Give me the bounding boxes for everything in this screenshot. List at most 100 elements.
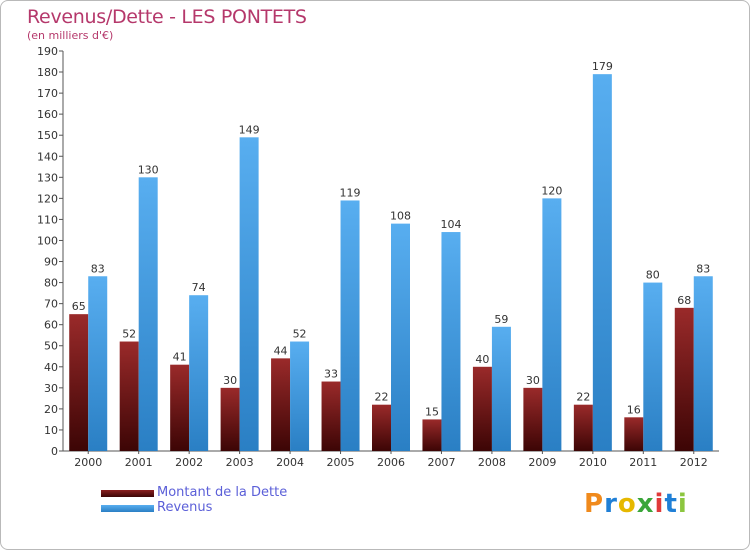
data-label-dette: 33 [324,368,338,381]
x-tick-label: 2009 [528,456,556,469]
chart-subtitle: (en milliers d'€) [27,29,114,42]
data-label-revenus: 130 [138,163,159,176]
x-tick-label: 2011 [629,456,657,469]
data-label-dette: 30 [223,374,237,387]
bar-revenus [340,200,360,451]
bar-revenus [542,198,562,451]
chart-bars [69,74,713,451]
data-label-revenus: 104 [440,218,461,231]
legend-swatch-dette [101,490,154,497]
y-tick-label: 120 [37,192,58,205]
data-label-dette: 40 [475,353,489,366]
data-label-dette: 30 [526,374,540,387]
y-tick-label: 70 [44,298,58,311]
bar-revenus [391,223,410,451]
bar-revenus [693,276,713,451]
y-tick-label: 170 [37,87,58,100]
y-tick-label: 140 [37,150,58,163]
y-tick-label: 0 [51,445,58,458]
y-tick-label: 160 [37,108,58,121]
bar-revenus [88,276,108,451]
data-label-dette: 22 [375,391,389,404]
bar-revenus [441,232,461,451]
logo-letter: r [604,489,618,519]
data-label-revenus: 108 [390,210,411,223]
data-label-revenus: 179 [592,60,613,73]
bar-dette [624,417,644,451]
data-label-revenus: 80 [646,269,660,282]
x-tick-label: 2004 [276,456,304,469]
chart-labels: 65 83 52 130 41 74 30 149 44 52 33 119 22 108 15 104 40 5… [72,60,711,418]
data-label-revenus: 83 [91,262,105,275]
legend-swatch-revenus [101,505,154,512]
bar-dette [472,366,492,451]
data-label-dette: 41 [173,351,187,364]
bar-dette [573,404,593,451]
data-label-dette: 22 [576,391,590,404]
y-tick-label: 60 [44,319,58,332]
y-tick-label: 100 [37,234,58,247]
x-tick-label: 2000 [74,456,102,469]
y-tick-label: 40 [44,361,58,374]
y-tick-label: 130 [37,171,58,184]
x-tick-label: 2001 [125,456,153,469]
x-tick-label: 2010 [579,456,607,469]
y-tick-label: 50 [44,340,58,353]
logo-letter: o [617,489,637,519]
y-tick-label: 190 [37,45,58,58]
bar-revenus [592,74,612,451]
data-label-dette: 44 [274,344,288,357]
bar-dette [69,314,89,451]
bar-dette [220,387,240,451]
proxiti-logo: Proxiti [584,489,688,519]
bar-revenus [290,341,310,451]
logo-letter: t [664,489,678,519]
bar-revenus [138,177,158,451]
logo-letter: x [636,489,655,519]
x-tick-label: 2002 [175,456,203,469]
bar-dette [170,364,190,451]
legend-label-dette: Montant de la Dette [157,485,288,500]
y-tick-label: 180 [37,66,58,79]
data-label-dette: 52 [122,328,136,341]
data-label-revenus: 119 [340,186,361,199]
x-tick-label: 2003 [226,456,254,469]
bar-revenus [643,282,663,451]
bar-dette [372,404,391,451]
y-tick-label: 80 [44,277,58,290]
data-label-revenus: 120 [541,184,562,197]
data-label-dette: 16 [627,403,641,416]
data-label-dette: 15 [425,405,439,418]
x-tick-label: 2012 [680,456,708,469]
y-tick-label: 30 [44,382,58,395]
bar-dette [674,307,694,451]
bar-dette [119,341,139,451]
data-label-revenus: 74 [192,281,206,294]
bar-dette [321,381,341,451]
data-label-dette: 65 [72,300,86,313]
y-tick-label: 150 [37,129,58,142]
logo-letter: i [654,489,665,519]
x-tick-label: 2006 [377,456,405,469]
data-label-revenus: 52 [293,328,307,341]
chart-title: Revenus/Dette - LES PONTETS [27,6,307,28]
y-tick-label: 20 [44,403,58,416]
x-tick-label: 2007 [427,456,455,469]
logo-letter: i [677,489,688,519]
x-tick-label: 2005 [327,456,355,469]
y-tick-label: 10 [44,424,58,437]
bar-dette [271,358,291,451]
bar-revenus [239,137,259,451]
bar-revenus [189,295,209,451]
data-label-revenus: 83 [696,262,710,275]
data-label-dette: 68 [677,294,691,307]
legend-label-revenus: Revenus [157,500,213,515]
bar-dette [523,387,543,451]
y-tick-label: 110 [37,213,58,226]
data-label-revenus: 149 [239,123,260,136]
logo-letter: P [584,489,605,519]
bar-dette [422,419,442,451]
data-label-revenus: 59 [494,313,508,326]
